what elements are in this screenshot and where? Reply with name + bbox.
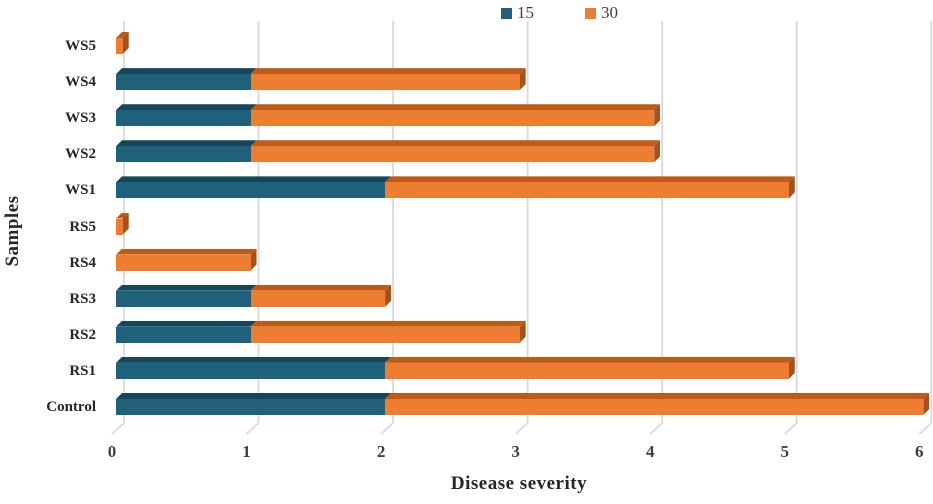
x-tick-label: 4 bbox=[645, 442, 655, 461]
x-tick-label: 1 bbox=[242, 442, 251, 461]
bar-segment-top-15 bbox=[116, 176, 391, 182]
bar-segment-30 bbox=[385, 399, 924, 415]
bar-segment-top-15 bbox=[116, 321, 257, 327]
category-label: WS1 bbox=[65, 182, 96, 199]
bar-segment-30 bbox=[250, 290, 386, 307]
bar-segment-15 bbox=[116, 110, 251, 127]
bar-segment-top-30 bbox=[116, 32, 129, 38]
legend-item-15: 15 bbox=[501, 2, 534, 24]
bar-end-cap bbox=[654, 104, 661, 127]
bar-segment-top-30 bbox=[251, 285, 392, 291]
bar-segment-top-30 bbox=[251, 321, 526, 327]
bar-segment-15 bbox=[116, 326, 251, 343]
bar-segment-30 bbox=[116, 38, 123, 54]
category-label: WS4 bbox=[65, 74, 96, 91]
legend-item-30: 30 bbox=[585, 2, 618, 24]
x-tick-label: 5 bbox=[780, 442, 790, 461]
bar-end-cap bbox=[788, 356, 795, 379]
category-label: RS2 bbox=[69, 326, 96, 343]
category-label: Control bbox=[46, 399, 96, 415]
bar-segment-30 bbox=[116, 218, 123, 235]
bar-segment-30 bbox=[250, 74, 520, 91]
bar-segment-30 bbox=[385, 362, 789, 379]
bar-segment-30 bbox=[250, 146, 655, 163]
bar-segment-top-30 bbox=[251, 140, 661, 146]
bar-segment-top-15 bbox=[116, 357, 391, 363]
category-label: WS3 bbox=[65, 110, 96, 127]
category-label: RS5 bbox=[69, 218, 96, 235]
bar-segment-top-15 bbox=[116, 104, 257, 110]
x-axis-title: Disease severity bbox=[450, 473, 588, 494]
bar-segment-15 bbox=[116, 362, 386, 379]
bar-segment-top-30 bbox=[251, 104, 661, 110]
bar-end-cap bbox=[654, 140, 661, 163]
bar-segment-30 bbox=[116, 254, 251, 271]
bar-end-cap bbox=[250, 248, 257, 271]
bar-segment-15 bbox=[116, 74, 251, 91]
bar-end-cap bbox=[385, 284, 392, 307]
x-tick-label: 0 bbox=[107, 442, 117, 461]
bar-segment-15 bbox=[116, 290, 251, 307]
bar-segment-top-15 bbox=[116, 285, 257, 291]
bar-segment-top-30 bbox=[385, 357, 795, 363]
bar-segment-top-30 bbox=[385, 176, 795, 182]
legend-label-30: 30 bbox=[601, 3, 618, 22]
category-label: RS1 bbox=[69, 362, 96, 379]
category-label: RS4 bbox=[69, 254, 96, 271]
bar-segment-top-30 bbox=[116, 213, 129, 219]
bar-segment-15 bbox=[116, 182, 386, 199]
x-tick-label: 3 bbox=[511, 442, 520, 461]
legend: 15 30 bbox=[0, 2, 933, 24]
bar-segment-30 bbox=[385, 182, 789, 199]
bar-end-cap bbox=[122, 32, 129, 54]
legend-swatch-30-icon bbox=[585, 7, 596, 19]
x-tick-label: 2 bbox=[376, 442, 386, 461]
bar-segment-top-30 bbox=[251, 68, 526, 74]
x-tick-label: 6 bbox=[915, 442, 924, 461]
legend-label-15: 15 bbox=[517, 3, 534, 22]
bar-segment-top-15 bbox=[116, 140, 257, 146]
category-label: RS3 bbox=[69, 290, 96, 307]
bar-segment-15 bbox=[116, 399, 386, 415]
bar-segment-top-30 bbox=[385, 393, 929, 399]
category-label: WS2 bbox=[65, 146, 96, 163]
bar-segment-15 bbox=[116, 146, 251, 163]
bar-end-cap bbox=[788, 176, 795, 199]
bar-segment-top-30 bbox=[116, 249, 257, 255]
bar-end-cap bbox=[519, 320, 526, 343]
bar-end-cap bbox=[923, 393, 930, 415]
bar-end-cap bbox=[122, 212, 129, 235]
bar-segment-30 bbox=[250, 110, 655, 127]
bar-segment-top-15 bbox=[116, 68, 257, 74]
category-label: WS5 bbox=[65, 38, 96, 54]
bar-end-cap bbox=[519, 68, 526, 91]
bar-segment-30 bbox=[250, 326, 520, 343]
legend-swatch-15-icon bbox=[501, 7, 512, 19]
bar-segment-top-15 bbox=[116, 393, 391, 399]
